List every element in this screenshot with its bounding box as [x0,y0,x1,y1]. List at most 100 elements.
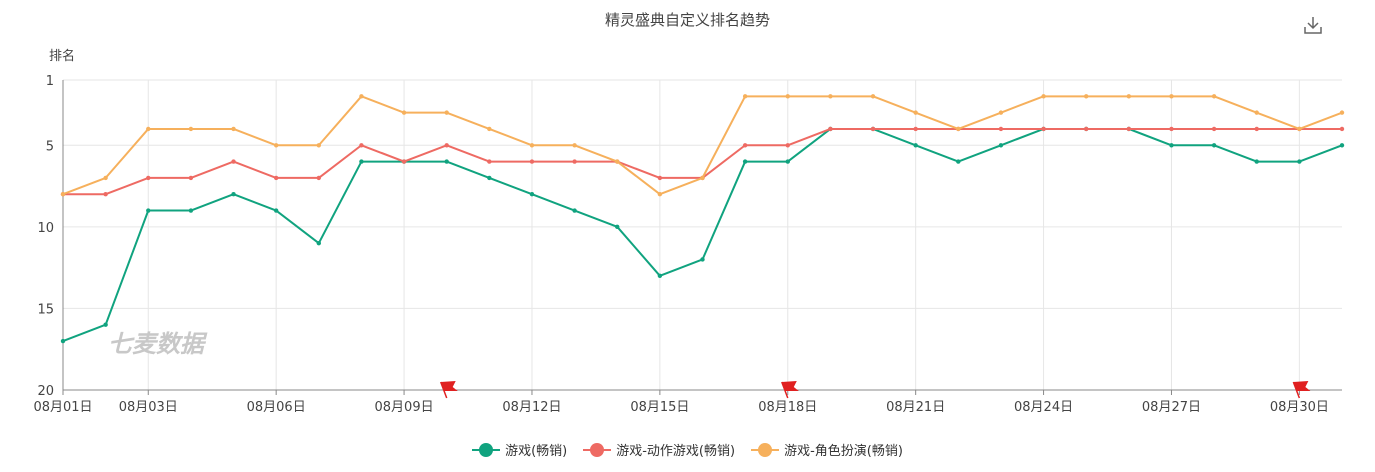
data-point[interactable] [998,126,1004,132]
legend-item[interactable]: 游戏-动作游戏(畅销) [583,440,735,459]
data-point[interactable] [273,175,279,181]
data-point[interactable] [1297,126,1302,132]
data-point[interactable] [956,159,961,164]
data-point[interactable] [487,159,492,164]
data-point[interactable] [913,110,918,115]
data-point[interactable] [657,175,663,181]
data-point[interactable] [913,126,918,132]
series-line-1 [63,127,1342,196]
data-point[interactable] [657,192,663,197]
data-point[interactable] [231,126,236,132]
legend-item[interactable]: 游戏-角色扮演(畅销) [751,440,903,459]
data-point[interactable] [1041,94,1046,99]
data-point[interactable] [572,143,577,148]
data-point[interactable] [146,126,151,132]
x-tick-label: 08月15日 [630,400,689,415]
x-tick-label: 08月27日 [1142,400,1201,415]
data-point[interactable] [401,159,407,164]
data-point[interactable] [359,159,364,164]
legend-item[interactable]: 游戏(畅销) [472,440,567,459]
data-point[interactable] [700,175,705,181]
data-point[interactable] [103,322,108,327]
data-point[interactable] [1339,126,1345,132]
data-point[interactable] [273,143,279,148]
data-point[interactable] [444,159,449,164]
x-tick-label: 08月30日 [1270,400,1329,415]
data-point[interactable] [785,143,790,148]
data-point[interactable] [529,143,535,148]
data-point[interactable] [316,175,321,181]
data-point[interactable] [1339,110,1345,115]
data-point[interactable] [444,110,449,115]
watermark: 七麦数据 [108,330,208,358]
data-point[interactable] [529,159,535,164]
data-point[interactable] [1211,94,1217,99]
data-point[interactable] [742,94,748,99]
data-point[interactable] [359,143,364,148]
data-point[interactable] [60,338,66,344]
data-point[interactable] [572,159,577,164]
data-point[interactable] [615,224,620,230]
data-point[interactable] [1211,143,1217,148]
data-point[interactable] [1254,126,1259,132]
data-point[interactable] [231,192,236,197]
legend: 游戏(畅销) 游戏-动作游戏(畅销) 游戏-角色扮演(畅销) [0,440,1375,459]
data-point[interactable] [146,208,151,213]
data-point[interactable] [316,240,321,246]
data-point[interactable] [103,175,108,181]
event-flag-icon[interactable] [781,381,799,391]
data-point[interactable] [1126,126,1132,132]
x-tick-label: 08月03日 [119,400,178,415]
data-point[interactable] [913,143,918,148]
data-point[interactable] [103,192,108,197]
data-point[interactable] [146,175,151,181]
data-point[interactable] [401,110,407,115]
data-point[interactable] [572,208,577,213]
data-point[interactable] [1254,110,1259,115]
y-tick-label: 10 [37,221,54,236]
download-button[interactable] [1302,14,1324,36]
event-flag-icon[interactable] [440,381,458,391]
data-point[interactable] [1254,159,1259,164]
data-point[interactable] [359,94,364,99]
data-point[interactable] [188,126,194,132]
data-point[interactable] [956,126,961,132]
data-point[interactable] [231,159,236,164]
legend-symbol [583,442,612,457]
data-point[interactable] [657,273,663,278]
data-point[interactable] [1211,126,1217,132]
data-point[interactable] [785,94,790,99]
data-point[interactable] [615,159,620,164]
data-point[interactable] [188,208,194,213]
data-point[interactable] [742,143,748,148]
data-point[interactable] [60,192,66,197]
data-point[interactable] [700,257,705,262]
data-point[interactable] [316,143,321,148]
data-point[interactable] [1169,143,1174,148]
data-point[interactable] [998,143,1004,148]
data-point[interactable] [785,159,790,164]
data-point[interactable] [870,126,876,132]
data-point[interactable] [742,159,748,164]
data-point[interactable] [444,143,449,148]
data-point[interactable] [487,126,492,132]
data-point[interactable] [1339,143,1345,148]
data-point[interactable] [828,126,833,132]
data-point[interactable] [487,175,492,181]
data-point[interactable] [1084,126,1089,132]
y-axis-label: 排名 [49,49,76,64]
data-point[interactable] [1041,126,1046,132]
data-point[interactable] [1297,159,1302,164]
data-point[interactable] [188,175,194,181]
data-point[interactable] [870,94,876,99]
x-tick-label: 08月06日 [247,400,306,415]
event-flag-icon[interactable] [1293,381,1311,391]
data-point[interactable] [1126,94,1132,99]
data-point[interactable] [1169,126,1174,132]
data-point[interactable] [828,94,833,99]
data-point[interactable] [1169,94,1174,99]
data-point[interactable] [1084,94,1089,99]
data-point[interactable] [529,192,535,197]
data-point[interactable] [998,110,1004,115]
data-point[interactable] [273,208,279,213]
